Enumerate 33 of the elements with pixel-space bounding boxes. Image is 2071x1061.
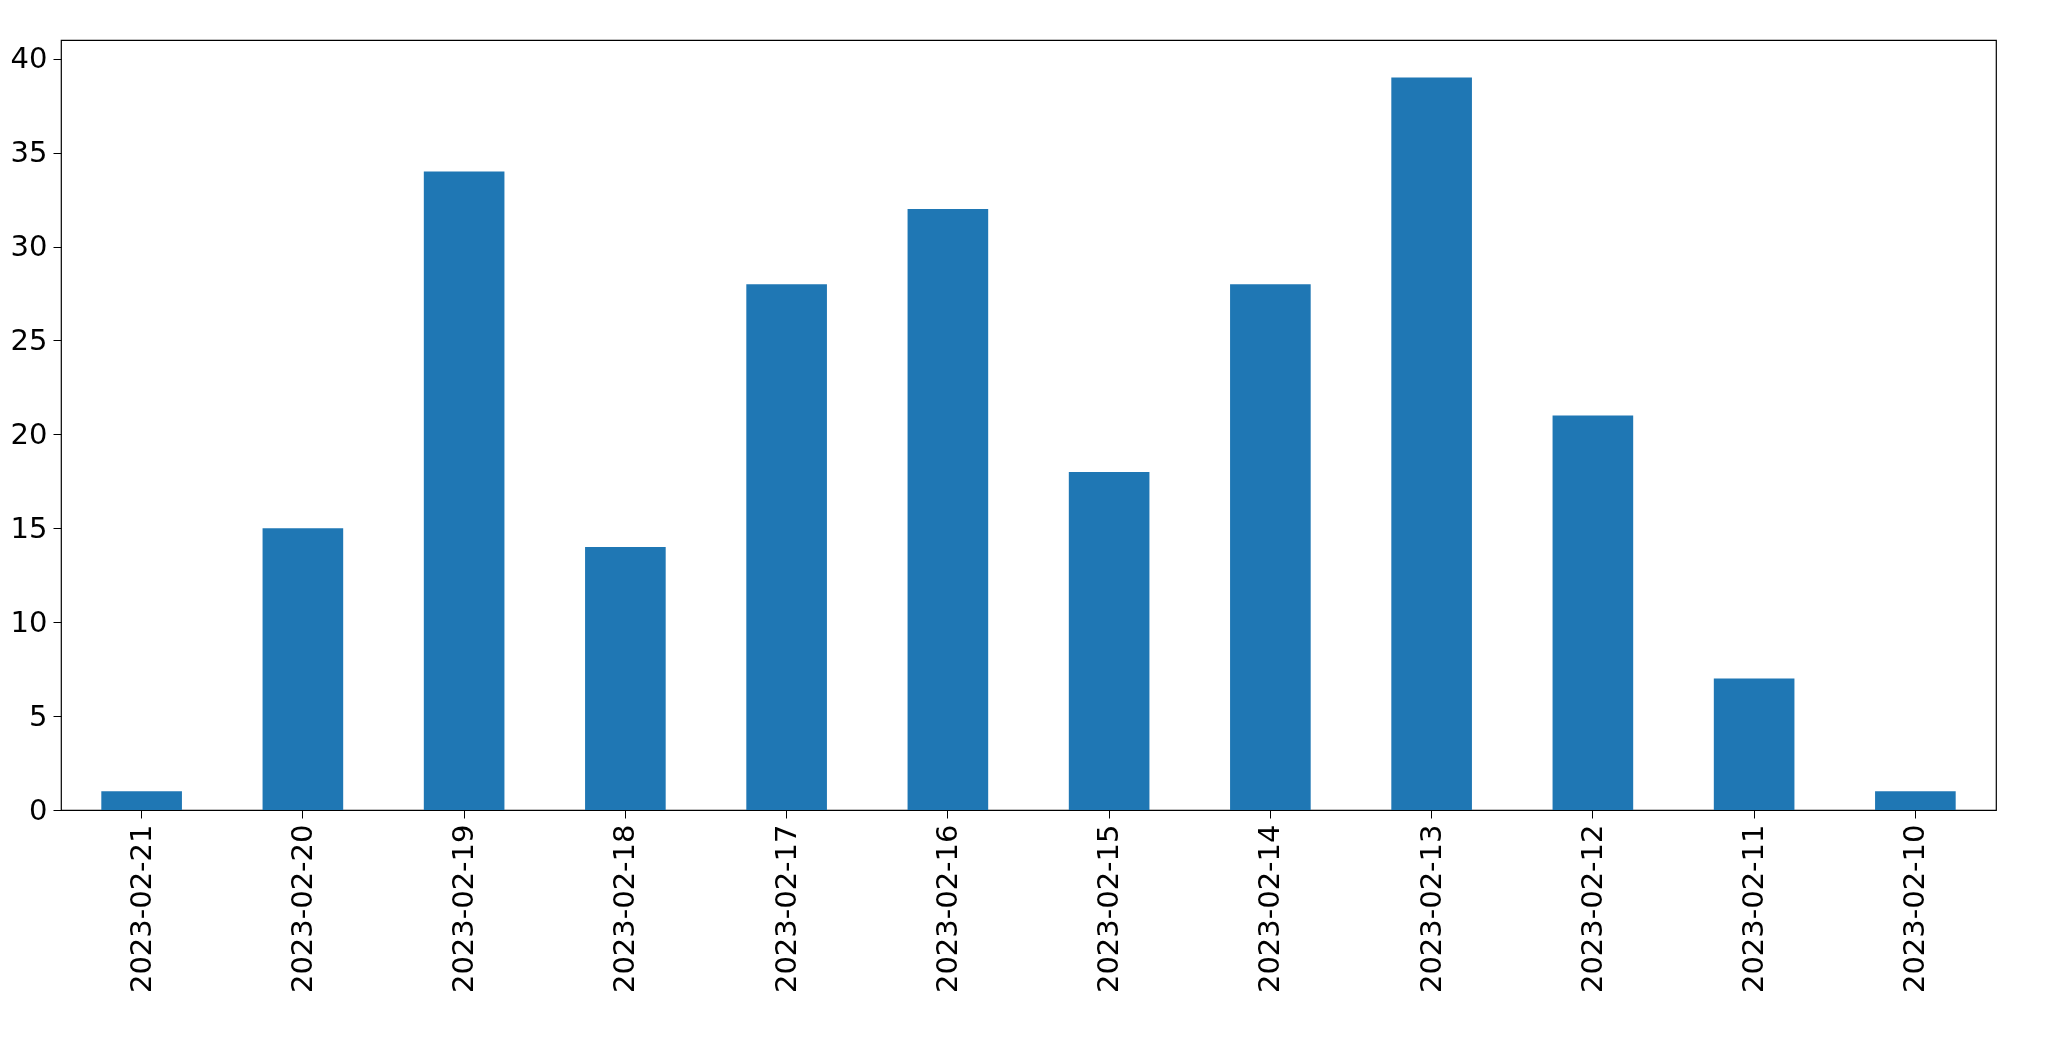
x-tick-label: 2023-02-12 xyxy=(1574,824,1609,994)
y-tick-label: 40 xyxy=(10,41,48,76)
bar xyxy=(585,547,666,810)
bar xyxy=(1068,471,1150,810)
bar xyxy=(746,284,827,810)
x-tick-label: 2023-02-14 xyxy=(1252,824,1287,994)
bar xyxy=(423,171,505,810)
bar xyxy=(1391,77,1472,810)
y-tick-label: 20 xyxy=(10,416,48,451)
x-tick-label: 2023-02-19 xyxy=(446,824,481,994)
x-tick-label: 2023-02-18 xyxy=(607,824,642,994)
x-tick-label: 2023-02-20 xyxy=(284,824,319,994)
y-tick-label: 35 xyxy=(10,135,48,170)
bar xyxy=(1552,415,1634,810)
bar xyxy=(1230,284,1311,810)
y-tick-label: 15 xyxy=(10,510,48,545)
x-tick-label: 2023-02-16 xyxy=(929,824,964,994)
bar xyxy=(1713,678,1795,810)
x-tick-label: 2023-02-13 xyxy=(1413,824,1448,994)
bar xyxy=(101,791,182,810)
y-tick-label: 10 xyxy=(10,604,48,639)
x-tick-label: 2023-02-11 xyxy=(1736,824,1771,994)
x-tick-label: 2023-02-17 xyxy=(768,824,803,994)
bar xyxy=(262,528,344,810)
y-tick-label: 0 xyxy=(29,792,48,827)
x-tick-label: 2023-02-15 xyxy=(1091,824,1126,994)
bar xyxy=(1875,791,1956,810)
y-tick-label: 25 xyxy=(10,322,48,357)
y-tick-label: 30 xyxy=(10,229,48,264)
x-tick-label: 2023-02-21 xyxy=(123,824,158,994)
bar xyxy=(907,209,989,810)
x-tick-label: 2023-02-10 xyxy=(1897,824,1932,994)
y-tick-label: 5 xyxy=(29,698,48,733)
